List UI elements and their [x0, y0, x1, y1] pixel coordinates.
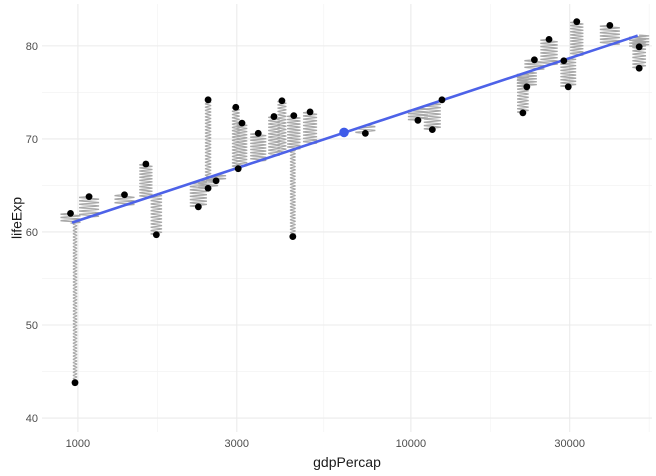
data-point [560, 57, 568, 65]
mean-point [339, 127, 349, 138]
residual-spring [250, 132, 267, 162]
residual-spring [570, 21, 584, 57]
data-point [204, 184, 212, 192]
data-point [519, 109, 527, 117]
residual-spring [189, 180, 207, 208]
data-point [306, 108, 314, 116]
x-axis-ticks: 1000 3000 10000 30000 [66, 438, 585, 450]
data-point [204, 96, 212, 104]
data-point [278, 97, 286, 105]
residual-spring [150, 194, 163, 236]
data-point [194, 203, 202, 211]
residual-spring [268, 116, 280, 157]
x-axis-title: gdpPercap [313, 454, 381, 470]
y-axis-ticks: 40 50 60 70 80 [26, 41, 38, 425]
data-point [635, 64, 643, 72]
data-point [545, 35, 553, 43]
residual-spring [72, 221, 78, 384]
residual-spring [287, 115, 301, 150]
data-point [564, 83, 572, 91]
data-point [232, 103, 240, 111]
residual-spring [231, 106, 240, 170]
minor-gridlines [42, 4, 652, 432]
data-point [71, 379, 79, 387]
data-point [121, 191, 128, 199]
residual-spring [139, 163, 153, 199]
y-tick-label: 80 [26, 41, 38, 53]
residual-spring [302, 111, 318, 145]
data-point [212, 177, 220, 185]
regression-line-layer [71, 34, 639, 224]
data-point [531, 56, 538, 64]
data-point [142, 160, 150, 168]
residual-spring [423, 102, 441, 131]
data-point [573, 18, 581, 26]
residual-spring [540, 38, 558, 66]
residual-spring [78, 196, 100, 218]
data-point [270, 113, 278, 120]
y-tick-label: 70 [26, 134, 38, 146]
data-point [523, 83, 531, 91]
x-tick-label: 3000 [225, 438, 249, 450]
x-tick-label: 30000 [554, 438, 585, 450]
residual-spring [289, 149, 296, 238]
y-tick-label: 60 [26, 227, 38, 239]
data-point [67, 209, 74, 217]
regression-line [71, 34, 639, 224]
data-point [289, 233, 297, 241]
y-tick-label: 40 [26, 413, 38, 425]
x-tick-label: 10000 [396, 438, 427, 450]
residual-spring [204, 99, 212, 179]
data-point [361, 129, 369, 137]
data-point [414, 116, 422, 124]
data-point [238, 119, 246, 127]
data-point [606, 22, 614, 29]
x-tick-label: 1000 [66, 438, 90, 450]
data-point [428, 126, 436, 134]
major-gridlines [42, 4, 652, 432]
data-point [254, 129, 262, 137]
residual-springs [60, 21, 650, 384]
data-point [85, 193, 93, 201]
y-axis-title: lifeExp [9, 197, 25, 239]
residual-spring [277, 100, 287, 154]
data-point [234, 165, 242, 173]
data-point [438, 96, 446, 104]
residual-spring [355, 125, 376, 134]
data-points [67, 18, 643, 387]
data-point [290, 112, 298, 120]
residual-spring [236, 122, 248, 168]
data-point [152, 231, 160, 239]
data-point [635, 43, 643, 51]
y-tick-label: 50 [26, 320, 38, 332]
residual-spring [632, 34, 647, 69]
residual-spring [560, 58, 577, 88]
